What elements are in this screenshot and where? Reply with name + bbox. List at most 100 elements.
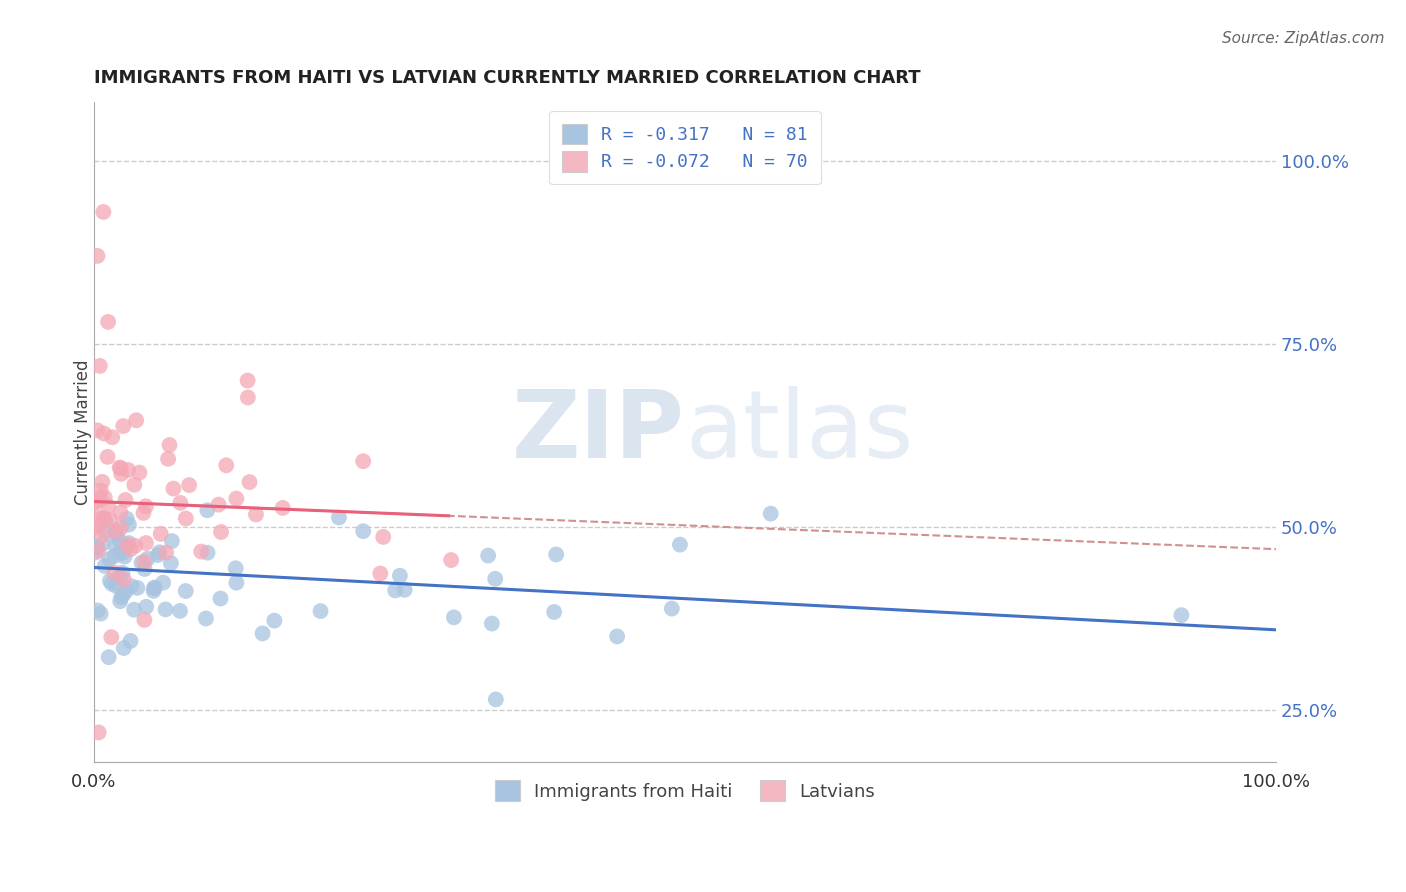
Point [97,650,120,665]
Point [94,514,117,528]
Legend: Immigrants from Haiti, Latvians: Immigrants from Haiti, Latvians [484,770,886,812]
Point [122,603,145,617]
Point [114,549,136,564]
Point [90,607,112,621]
Point [207,498,229,512]
Point [546,548,568,562]
Point [225,575,247,590]
Point [443,610,465,624]
Point [669,538,692,552]
Point [263,614,285,628]
Point [108,546,131,560]
Point [128,466,150,480]
Point [135,599,157,614]
Point [309,604,332,618]
Point [86,540,108,554]
Point [245,508,267,522]
Point [388,568,411,582]
Point [225,491,247,506]
Point [89,359,111,373]
Point [225,561,247,575]
Point [159,438,181,452]
Point [328,510,350,524]
Point [110,506,132,520]
Point [162,482,184,496]
Point [127,581,149,595]
Point [1170,608,1192,623]
Point [91,475,114,489]
Point [352,524,374,539]
Point [103,549,125,563]
Point [131,556,153,570]
Point [104,539,127,553]
Point [86,520,108,534]
Point [98,513,121,527]
Point [89,490,111,504]
Point [115,538,138,552]
Point [136,551,159,566]
Point [271,500,294,515]
Point [209,591,232,606]
Point [118,536,141,550]
Point [104,524,127,539]
Text: IMMIGRANTS FROM HAITI VS LATVIAN CURRENTLY MARRIED CORRELATION CHART: IMMIGRANTS FROM HAITI VS LATVIAN CURRENT… [94,69,921,87]
Point [174,511,197,525]
Point [114,493,136,508]
Text: ZIP: ZIP [512,386,685,478]
Point [98,574,121,588]
Point [104,524,127,538]
Point [86,541,108,555]
Point [91,536,114,550]
Point [146,548,169,562]
Point [124,477,146,491]
Point [97,315,120,329]
Point [121,579,143,593]
Point [118,517,141,532]
Point [100,576,122,591]
Point [143,581,166,595]
Point [90,511,112,525]
Point [111,546,134,560]
Point [236,391,259,405]
Point [94,491,117,505]
Point [373,530,395,544]
Point [84,495,107,509]
Point [152,575,174,590]
Point [93,205,115,219]
Point [104,579,127,593]
Point [252,626,274,640]
Point [86,423,108,437]
Point [169,496,191,510]
Point [155,602,177,616]
Point [157,451,180,466]
Point [759,507,782,521]
Point [236,374,259,388]
Point [384,583,406,598]
Point [110,461,132,475]
Point [179,478,201,492]
Point [477,549,499,563]
Point [142,583,165,598]
Point [155,545,177,559]
Point [87,544,110,558]
Point [352,454,374,468]
Point [108,533,131,548]
Point [108,570,131,584]
Text: Source: ZipAtlas.com: Source: ZipAtlas.com [1222,31,1385,46]
Point [195,503,218,517]
Point [484,572,506,586]
Point [132,506,155,520]
Point [112,573,135,587]
Point [215,458,238,473]
Point [132,555,155,569]
Point [91,528,114,542]
Point [394,582,416,597]
Point [90,483,112,498]
Point [110,591,132,605]
Point [108,460,131,475]
Point [135,536,157,550]
Point [440,553,463,567]
Point [84,518,107,533]
Point [135,500,157,514]
Point [101,430,124,444]
